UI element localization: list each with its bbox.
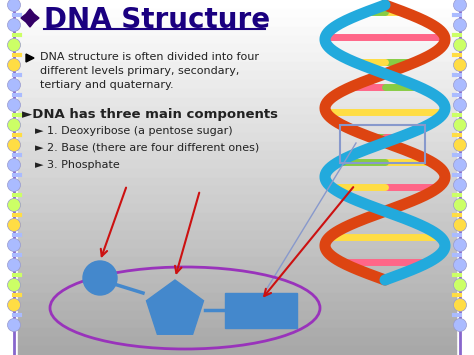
Circle shape — [8, 179, 20, 191]
Circle shape — [454, 138, 466, 152]
Bar — [18, 44, 456, 53]
Bar — [18, 133, 456, 142]
Circle shape — [454, 179, 466, 191]
Bar — [18, 311, 456, 320]
Bar — [18, 124, 456, 133]
Bar — [18, 89, 456, 98]
Text: DNA structure is often divided into four
different levels primary, secondary,
te: DNA structure is often divided into four… — [40, 52, 259, 90]
Circle shape — [8, 279, 20, 291]
Circle shape — [8, 38, 20, 51]
Text: DNA Structure: DNA Structure — [44, 6, 270, 34]
Bar — [18, 27, 456, 36]
Circle shape — [454, 38, 466, 51]
Bar — [18, 257, 456, 266]
Bar — [18, 53, 456, 62]
Circle shape — [454, 98, 466, 111]
Bar — [18, 320, 456, 328]
Circle shape — [8, 158, 20, 171]
Bar — [18, 346, 456, 355]
Circle shape — [454, 318, 466, 332]
Circle shape — [454, 218, 466, 231]
Bar — [18, 204, 456, 213]
Text: ► 2. Base (there are four different ones): ► 2. Base (there are four different ones… — [35, 143, 259, 153]
Circle shape — [454, 59, 466, 71]
Bar — [18, 160, 456, 169]
Bar — [225, 293, 297, 328]
Bar — [18, 106, 456, 115]
Bar — [18, 213, 456, 222]
Bar — [18, 151, 456, 160]
Bar — [18, 18, 456, 27]
Circle shape — [454, 119, 466, 131]
Polygon shape — [21, 9, 39, 27]
Bar — [18, 169, 456, 178]
Bar — [18, 195, 456, 204]
Bar — [18, 71, 456, 80]
Circle shape — [8, 18, 20, 32]
Bar — [18, 9, 456, 18]
Bar — [18, 266, 456, 275]
Circle shape — [8, 218, 20, 231]
Bar — [18, 275, 456, 284]
Bar — [18, 0, 456, 9]
Bar — [18, 62, 456, 71]
Circle shape — [8, 0, 20, 11]
Bar — [18, 80, 456, 89]
Text: ► 3. Phosphate: ► 3. Phosphate — [35, 160, 120, 170]
Circle shape — [454, 198, 466, 212]
Bar — [18, 240, 456, 248]
Circle shape — [8, 78, 20, 92]
Circle shape — [454, 299, 466, 311]
Circle shape — [8, 299, 20, 311]
Bar — [18, 302, 456, 311]
Bar — [18, 115, 456, 124]
Circle shape — [454, 78, 466, 92]
Bar — [18, 328, 456, 337]
Bar — [18, 186, 456, 195]
Circle shape — [8, 318, 20, 332]
Circle shape — [8, 258, 20, 272]
Polygon shape — [26, 54, 34, 62]
Circle shape — [8, 239, 20, 251]
Circle shape — [83, 261, 117, 295]
Circle shape — [8, 98, 20, 111]
Bar — [18, 293, 456, 302]
Bar — [18, 337, 456, 346]
Circle shape — [454, 158, 466, 171]
Polygon shape — [146, 280, 203, 334]
Bar — [18, 222, 456, 231]
Circle shape — [8, 119, 20, 131]
Bar — [18, 36, 456, 44]
Circle shape — [454, 239, 466, 251]
Text: ► 1. Deoxyribose (a pentose sugar): ► 1. Deoxyribose (a pentose sugar) — [35, 126, 233, 136]
Circle shape — [8, 138, 20, 152]
Circle shape — [454, 279, 466, 291]
Text: ►DNA has three main components: ►DNA has three main components — [22, 108, 278, 121]
Bar — [18, 142, 456, 151]
Bar — [18, 98, 456, 106]
Bar — [340, 125, 425, 163]
Circle shape — [8, 59, 20, 71]
Circle shape — [454, 0, 466, 11]
Circle shape — [454, 18, 466, 32]
Circle shape — [8, 198, 20, 212]
Circle shape — [454, 258, 466, 272]
Bar — [18, 231, 456, 240]
Bar — [18, 284, 456, 293]
Bar — [18, 248, 456, 257]
Bar — [18, 178, 456, 186]
